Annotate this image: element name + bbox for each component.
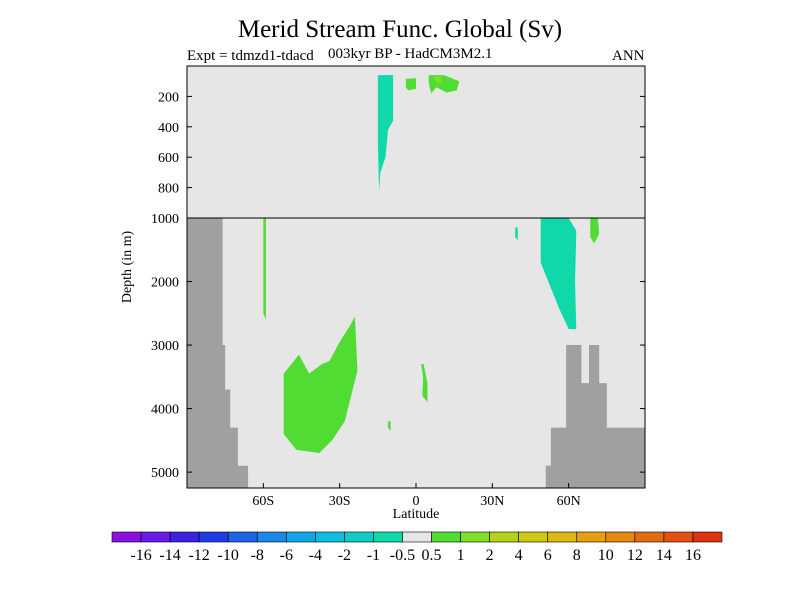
colorbar-label: 8 bbox=[573, 547, 581, 564]
colorbar-label: -1 bbox=[367, 547, 380, 564]
colorbar-label: 6 bbox=[544, 547, 552, 564]
period-label: 003kyr BP - HadCM3M2.1 bbox=[328, 46, 493, 62]
colorbar-label: 2 bbox=[486, 547, 494, 564]
contour-region bbox=[377, 75, 394, 191]
colorbar-cell bbox=[198, 531, 229, 543]
colorbar-cell bbox=[140, 531, 171, 543]
y-tick-label: 400 bbox=[158, 121, 179, 136]
colorbar-cell bbox=[169, 531, 200, 543]
y-tick-label: 600 bbox=[158, 151, 179, 166]
colorbar-cell bbox=[285, 531, 316, 543]
x-tick-label: 30S bbox=[329, 494, 351, 509]
colorbar-cell bbox=[692, 531, 723, 543]
x-tick-label: 60N bbox=[557, 494, 581, 509]
colorbar-cell bbox=[547, 531, 578, 543]
experiment-label: Expt = tdmzd1-tdacd bbox=[187, 48, 314, 64]
colorbar-label: 16 bbox=[685, 547, 701, 564]
colorbar-cell bbox=[576, 531, 607, 543]
contour-region bbox=[405, 78, 416, 91]
y-tick-label: 1000 bbox=[151, 212, 179, 227]
colorbar-label: 0.5 bbox=[422, 547, 442, 564]
colorbar-label: -8 bbox=[251, 547, 264, 564]
colorbar-cell bbox=[111, 531, 142, 543]
colorbar-cell bbox=[256, 531, 287, 543]
contour-region bbox=[590, 218, 600, 244]
colorbar-label: -12 bbox=[188, 547, 209, 564]
colorbar-label: 10 bbox=[598, 547, 614, 564]
contour-region bbox=[283, 316, 358, 454]
colorbar-cell bbox=[227, 531, 258, 543]
contour-region bbox=[388, 421, 391, 431]
colorbar-label: 1 bbox=[457, 547, 465, 564]
chart-title: Merid Stream Func. Global (Sv) bbox=[237, 16, 563, 43]
land-mask-north bbox=[545, 345, 645, 488]
season-label: ANN bbox=[612, 48, 645, 64]
colorbar-label: 12 bbox=[627, 547, 643, 564]
x-tick-label: 30N bbox=[480, 494, 504, 509]
y-tick-label: 5000 bbox=[151, 466, 179, 481]
contour-region bbox=[433, 76, 442, 83]
colorbar-label: -14 bbox=[159, 547, 180, 564]
colorbar-cell bbox=[431, 531, 461, 543]
colorbar-label: -10 bbox=[218, 547, 239, 564]
colorbar-cell bbox=[518, 531, 549, 543]
colorbar-cell bbox=[663, 531, 694, 543]
contour-region bbox=[421, 364, 428, 403]
colorbar-label: -4 bbox=[309, 547, 322, 564]
y-tick-label: 200 bbox=[158, 90, 179, 105]
land-mask-south bbox=[187, 218, 249, 488]
contour-region bbox=[540, 218, 577, 330]
colorbar-label: 4 bbox=[515, 547, 523, 564]
colorbar-cell bbox=[605, 531, 636, 543]
x-axis-label: Latitude bbox=[392, 507, 440, 522]
y-tick-label: 4000 bbox=[151, 403, 179, 418]
colorbar-cell bbox=[344, 531, 374, 543]
y-tick-label: 3000 bbox=[151, 339, 179, 354]
colorbar-label: -0.5 bbox=[390, 547, 415, 564]
contour-region bbox=[263, 218, 266, 320]
colorbar-cell bbox=[402, 531, 432, 543]
contour-region bbox=[515, 227, 518, 241]
y-tick-label: 800 bbox=[158, 182, 179, 197]
colorbar-cell bbox=[489, 531, 519, 543]
colorbar-label: -2 bbox=[338, 547, 351, 564]
x-tick-label: 60S bbox=[252, 494, 274, 509]
y-tick-label: 2000 bbox=[151, 276, 179, 291]
colorbar-cell bbox=[460, 531, 490, 543]
colorbar-label: 14 bbox=[656, 547, 672, 564]
colorbar-cell bbox=[315, 531, 345, 543]
colorbar-label: -16 bbox=[130, 547, 151, 564]
colorbar-cell bbox=[373, 531, 403, 543]
colorbar-label: -6 bbox=[280, 547, 293, 564]
colorbar-cell bbox=[634, 531, 665, 543]
x-tick-label: 0 bbox=[413, 494, 420, 509]
